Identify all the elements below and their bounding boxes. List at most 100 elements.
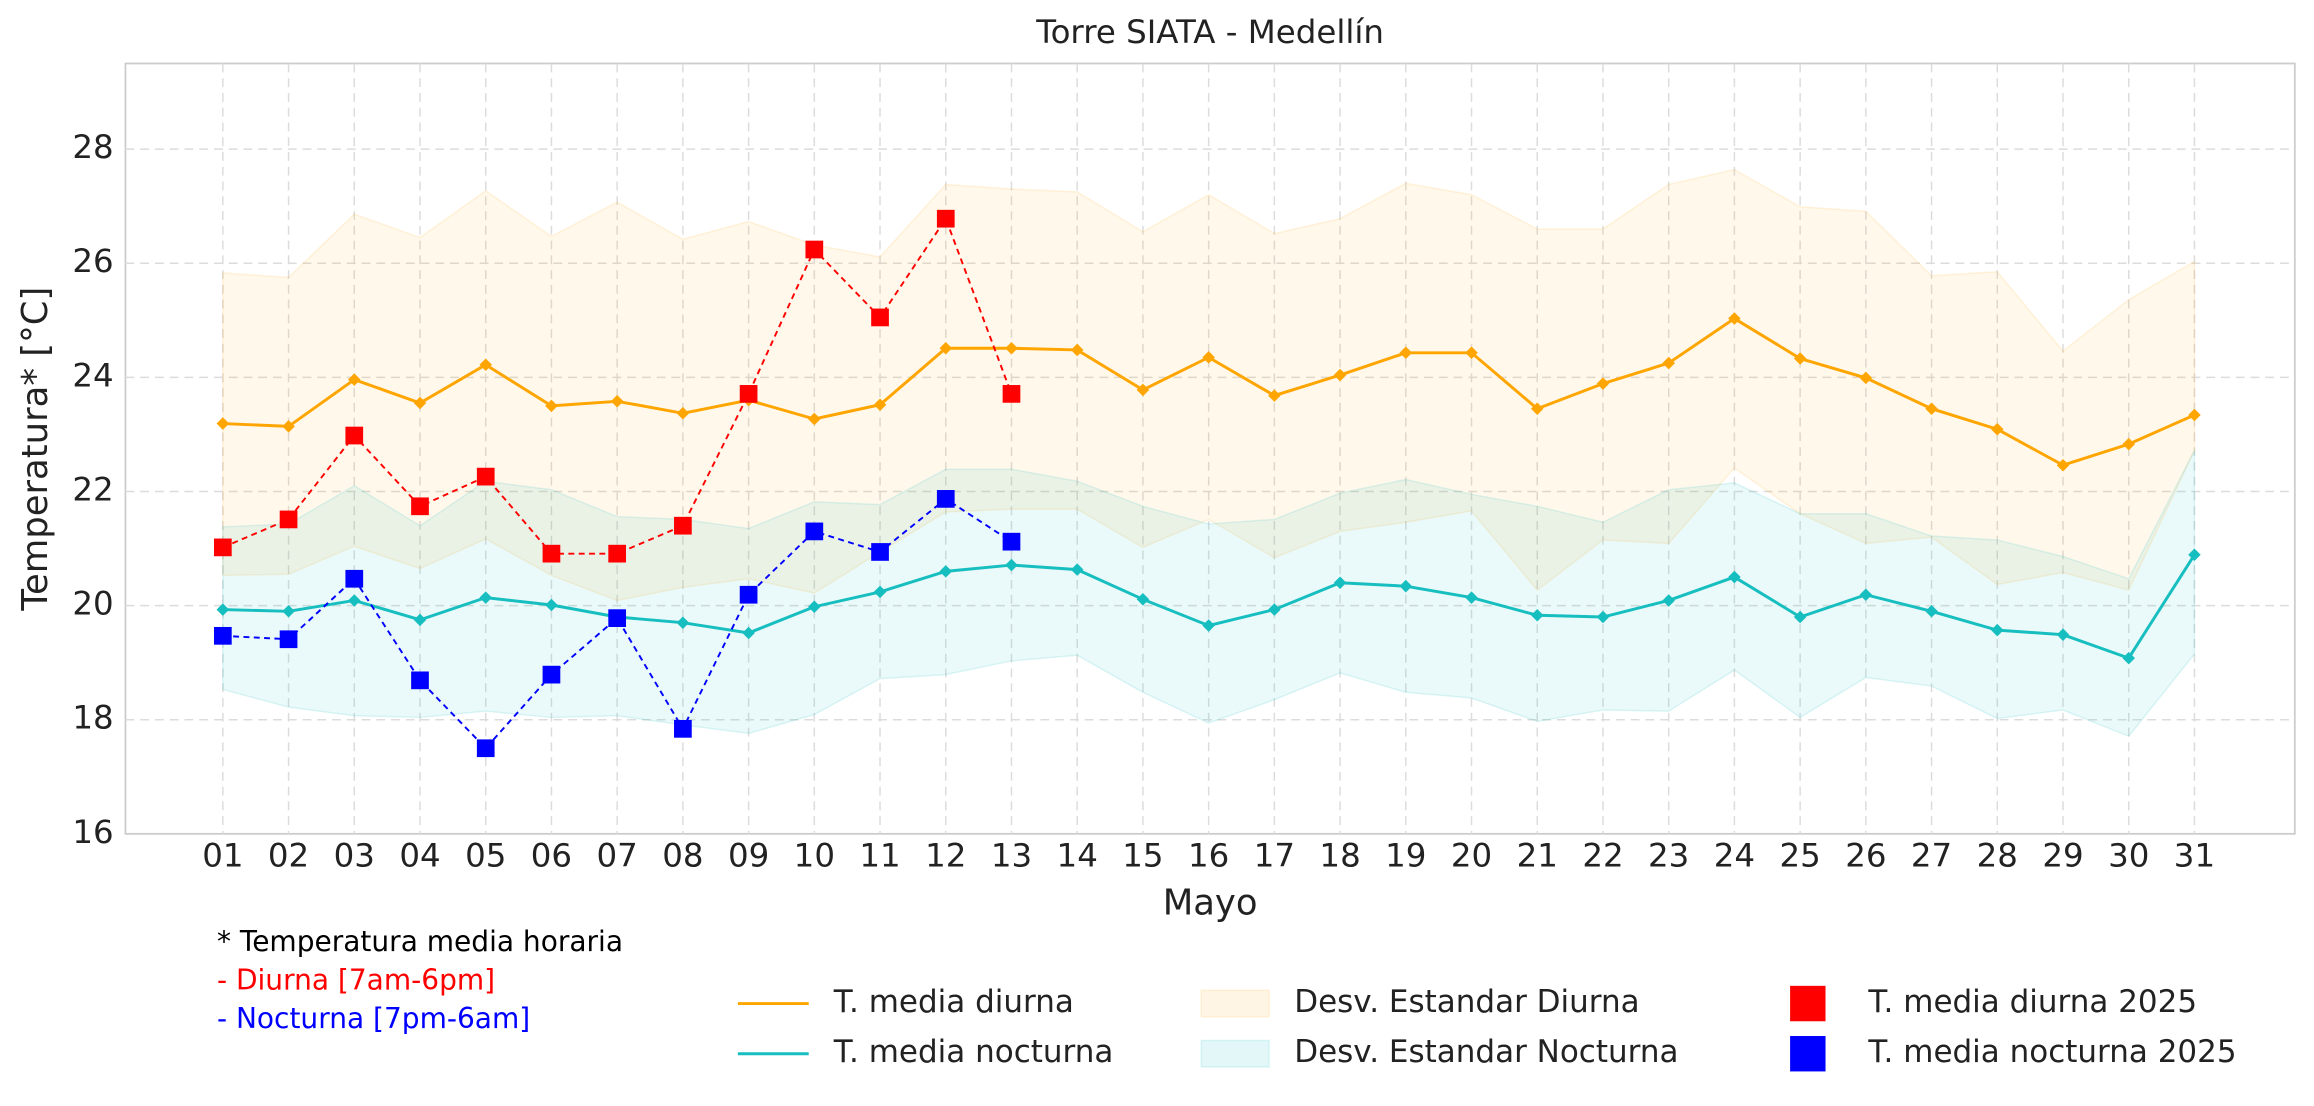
plot-area [124, 62, 2296, 835]
square-marker [805, 240, 824, 259]
x-tick-label: 15 [1122, 836, 1163, 874]
diamond-marker [1070, 563, 1084, 576]
x-axis-label: Mayo [1163, 883, 1258, 924]
diamond-marker [2056, 458, 2070, 472]
legend-label: Desv. Estandar Diurna [1294, 984, 1639, 1020]
x-tick-label: 08 [662, 836, 703, 874]
square-marker [1002, 532, 1021, 551]
diamond-marker [479, 358, 492, 372]
x-tick-label: 09 [728, 836, 769, 874]
x-tick-label: 10 [794, 836, 835, 874]
x-tick-label: 21 [1517, 836, 1558, 874]
diamond-marker [1859, 588, 1873, 602]
diamond-marker [413, 613, 427, 627]
legend-label: T. media nocturna 2025 [1867, 1034, 2236, 1070]
square-marker [871, 308, 889, 327]
annotation: * Temperatura media horaria [217, 925, 623, 958]
diamond-marker [1925, 605, 1938, 618]
y-tick-label: 28 [72, 128, 113, 166]
x-tick-label: 25 [1779, 836, 1820, 874]
x-tick-label: 13 [991, 836, 1032, 874]
y-tick-label: 24 [72, 356, 113, 394]
square-marker [542, 544, 561, 563]
square-marker [608, 544, 627, 563]
chart-title: Torre SIATA - Medellín [1035, 13, 1384, 51]
x-tick-label: 02 [268, 836, 309, 874]
y-axis-label: Temperatura* [°C] [15, 287, 56, 612]
diamond-marker [873, 398, 887, 411]
square-marker [936, 209, 955, 228]
y-tick-label: 20 [72, 585, 113, 623]
diamond-marker [1596, 610, 1610, 624]
diamond-marker [808, 412, 821, 426]
x-tick-label: 19 [1385, 836, 1426, 874]
square-marker [542, 665, 561, 684]
legend-label: Desv. Estandar Nocturna [1294, 1034, 1678, 1070]
legend-patch [1200, 989, 1270, 1018]
square-marker [739, 585, 758, 604]
annotation: - Diurna [7am-6pm] [217, 963, 495, 996]
x-tick-label: 01 [202, 836, 243, 874]
diamond-marker [676, 407, 690, 420]
legend-label: T. media diurna 2025 [1867, 984, 2197, 1020]
x-tick-label: 22 [1582, 836, 1623, 874]
y-tick-label: 22 [72, 470, 113, 508]
square-marker [936, 490, 955, 508]
diamond-marker [2056, 628, 2070, 641]
x-tick-label: 28 [1977, 836, 2018, 874]
diamond-marker [742, 626, 755, 640]
square-marker [411, 497, 429, 516]
diamond-marker [2188, 408, 2201, 422]
x-tick-label: 29 [2042, 836, 2083, 874]
x-tick-label: 14 [1057, 836, 1098, 874]
x-tick-label: 16 [1188, 836, 1229, 874]
x-tick-label: 12 [925, 836, 966, 874]
legend-square [1790, 1036, 1826, 1072]
square-marker [1002, 385, 1021, 403]
diamond-marker [413, 396, 427, 410]
square-marker [345, 426, 364, 445]
diamond-marker [808, 600, 821, 613]
square-marker [674, 516, 692, 535]
square-marker [476, 467, 495, 486]
x-tick-label: 26 [1845, 836, 1886, 874]
square-marker [411, 671, 429, 690]
diamond-marker [216, 417, 230, 430]
square-marker [608, 609, 627, 627]
diamond-marker [1991, 423, 2004, 436]
square-marker [871, 543, 889, 561]
square-marker [213, 538, 232, 557]
diamond-marker [1268, 389, 1281, 402]
diamond-marker [1991, 623, 2004, 637]
x-tick-label: 23 [1648, 836, 1689, 874]
square-marker [674, 719, 692, 738]
x-tick-label: 17 [1254, 836, 1295, 874]
square-marker [739, 385, 758, 403]
diamond-marker [1662, 594, 1675, 607]
x-tick-label: 20 [1451, 836, 1492, 874]
std-band [222, 450, 2196, 738]
diamond-marker [1793, 610, 1807, 624]
legend-square [1790, 985, 1826, 1022]
square-marker [476, 739, 495, 758]
legend-label: T. media diurna [833, 984, 1074, 1020]
square-marker [345, 569, 364, 588]
x-tick-label: 07 [597, 836, 638, 874]
diamond-marker [479, 591, 492, 604]
y-tick-label: 16 [72, 813, 113, 851]
x-tick-label: 11 [859, 836, 900, 874]
x-tick-label: 06 [531, 836, 572, 874]
square-marker [213, 626, 232, 645]
y-tick-label: 18 [72, 699, 113, 737]
y-tick-label: 26 [72, 242, 113, 280]
x-tick-label: 18 [1319, 836, 1360, 874]
diamond-marker [348, 594, 361, 607]
x-tick-label: 04 [399, 836, 440, 874]
diamond-marker [282, 605, 295, 618]
std-band [222, 168, 2196, 602]
square-marker [279, 510, 298, 529]
annotation: - Nocturna [7pm-6am] [217, 1002, 530, 1035]
diamond-marker [610, 395, 624, 408]
x-tick-label: 31 [2174, 836, 2215, 874]
